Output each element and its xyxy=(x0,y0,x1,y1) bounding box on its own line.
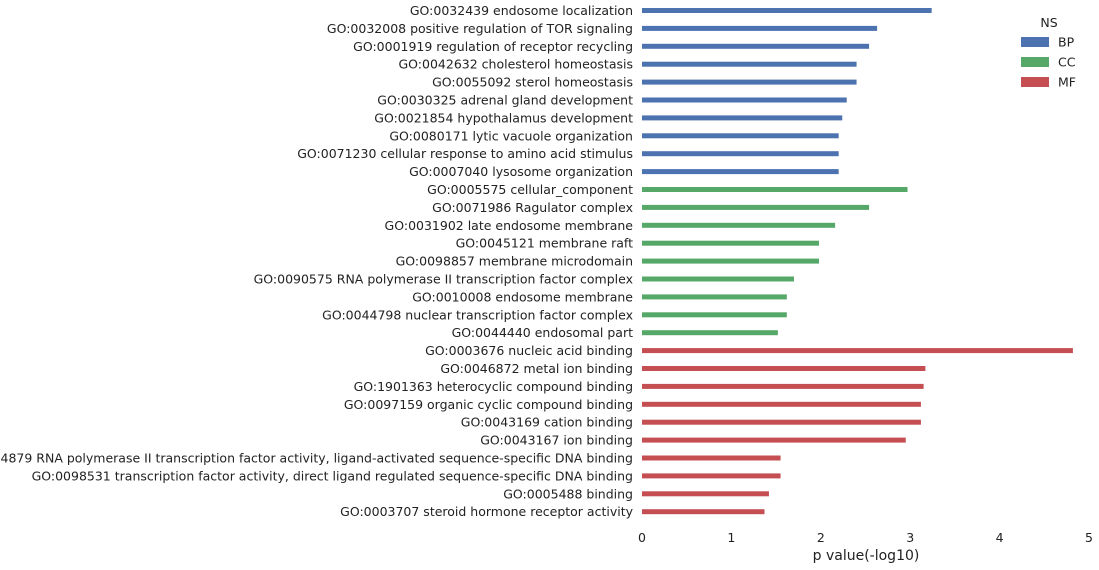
x-tick-label: 3 xyxy=(906,530,914,545)
category-label: GO:0003676 nucleic acid binding xyxy=(425,343,633,358)
legend-label-bp: BP xyxy=(1058,35,1075,50)
category-label: GO:0071986 Ragulator complex xyxy=(432,200,633,215)
bar-mf xyxy=(642,455,781,461)
category-labels: GO:0032439 endosome localization GO:00320… xyxy=(0,3,634,519)
bar-bp xyxy=(642,133,839,139)
category-label: GO:0045121 membrane raft xyxy=(456,236,634,251)
bar-bp xyxy=(642,97,847,103)
bar-bp xyxy=(642,8,932,13)
bar-mf xyxy=(642,419,921,425)
bar-mf xyxy=(642,509,765,515)
category-label: GO:0046872 metal ion binding xyxy=(440,361,633,376)
x-tick-label: 5 xyxy=(1085,530,1093,545)
category-label: GO:0043167 ion binding xyxy=(480,433,633,448)
bar-cc xyxy=(642,187,908,192)
legend-swatch-bp xyxy=(1021,37,1049,47)
category-label: GO:0080171 lytic vacuole organization xyxy=(389,128,633,143)
legend-label-cc: CC xyxy=(1058,55,1076,70)
category-label: GO:0044798 nuclear transcription factor … xyxy=(322,307,633,322)
legend: NS BP CC MF xyxy=(1021,15,1076,90)
category-label: GO:0097159 organic cyclic compound bindi… xyxy=(344,397,633,412)
bars-layer xyxy=(642,8,1073,515)
category-label: GO:0043169 cation binding xyxy=(461,415,633,430)
category-label: GO:1901363 heterocyclic compound binding xyxy=(354,379,633,394)
bar-bp xyxy=(642,151,839,157)
category-label: GO:0098857 membrane microdomain xyxy=(396,254,633,269)
category-label: GO:0001919 regulation of receptor recycl… xyxy=(353,39,633,54)
x-tick-label: 2 xyxy=(817,530,825,545)
category-label: GO:0005575 cellular_component xyxy=(427,182,633,197)
x-tick-label: 0 xyxy=(638,530,646,545)
category-label: GO:0005488 binding xyxy=(503,486,633,501)
legend-swatch-cc xyxy=(1021,57,1049,67)
category-label: GO:0021854 hypothalamus development xyxy=(374,110,633,125)
bar-cc xyxy=(642,240,820,246)
bar-bp xyxy=(642,25,878,31)
bar-bp xyxy=(642,43,870,49)
category-label: GO:0010008 endosome membrane xyxy=(412,289,633,304)
bar-mf xyxy=(642,348,1073,354)
x-axis-ticks: 0 1 2 3 4 5 xyxy=(638,530,1093,545)
category-label: GO:0071230 cellular response to amino ac… xyxy=(297,146,633,161)
category-label: GO:0031902 late endosome membrane xyxy=(385,218,634,233)
bar-cc xyxy=(642,330,778,336)
legend-swatch-mf xyxy=(1021,77,1049,87)
bar-bp xyxy=(642,115,843,121)
category-label: GO:0004879 RNA polymerase II transcripti… xyxy=(0,451,633,466)
category-label: GO:0003707 steroid hormone receptor acti… xyxy=(340,504,633,519)
category-label: GO:0055092 sterol homeostasis xyxy=(432,75,633,90)
category-label: GO:0032439 endosome localization xyxy=(410,3,633,18)
x-tick-label: 1 xyxy=(727,530,735,545)
x-axis-label: p value(-log10) xyxy=(813,548,920,564)
bar-bp xyxy=(642,169,839,175)
bar-cc xyxy=(642,294,787,300)
bar-mf xyxy=(642,491,769,497)
x-tick-label: 4 xyxy=(996,530,1004,545)
bar-cc xyxy=(642,276,794,282)
bar-cc xyxy=(642,258,820,264)
bar-mf xyxy=(642,383,924,389)
bar-cc xyxy=(642,222,836,228)
bar-cc xyxy=(642,204,870,210)
bar-mf xyxy=(642,366,926,371)
category-label: GO:0007040 lysosome organization xyxy=(409,164,633,179)
bar-mf xyxy=(642,473,781,479)
bar-cc xyxy=(642,312,787,318)
category-label: GO:0098531 transcription factor activity… xyxy=(32,468,633,483)
category-label: GO:0030325 adrenal gland development xyxy=(377,93,633,108)
bar-mf xyxy=(642,401,921,407)
category-label: GO:0042632 cholesterol homeostasis xyxy=(399,57,634,72)
category-label: GO:0090575 RNA polymerase II transcripti… xyxy=(254,272,633,287)
legend-label-mf: MF xyxy=(1058,75,1076,90)
category-label: GO:0032008 positive regulation of TOR si… xyxy=(327,21,633,36)
bar-mf xyxy=(642,437,906,443)
bar-bp xyxy=(642,61,857,67)
legend-title: NS xyxy=(1040,15,1057,30)
bar-bp xyxy=(642,79,857,85)
category-label: GO:0044440 endosomal part xyxy=(452,325,634,340)
